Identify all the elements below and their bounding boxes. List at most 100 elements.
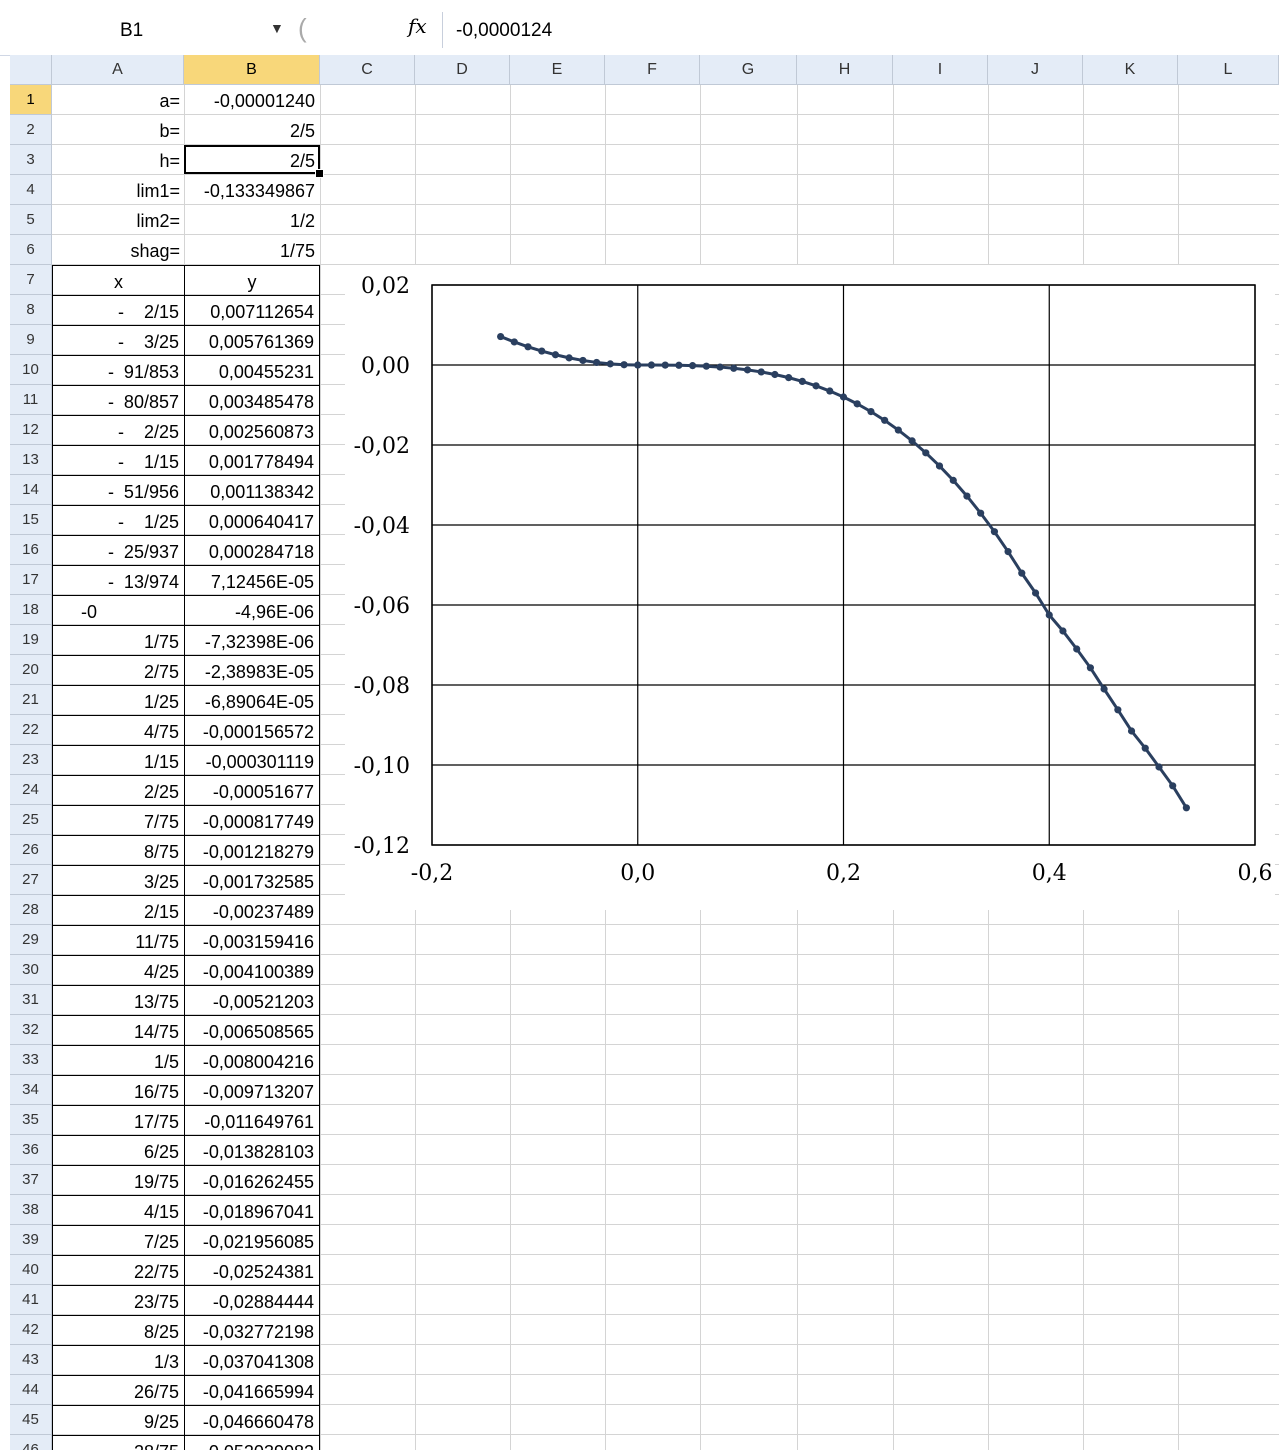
row-header-39[interactable]: 39 [10, 1225, 52, 1255]
row-header-12[interactable]: 12 [10, 415, 52, 445]
row-header-16[interactable]: 16 [10, 535, 52, 565]
row-header-45[interactable]: 45 [10, 1405, 52, 1435]
row-header-46[interactable]: 46 [10, 1435, 52, 1450]
gridline [52, 1134, 1279, 1135]
formula-input[interactable]: -0,0000124 [456, 20, 553, 41]
row-header-1[interactable]: 1 [10, 85, 52, 115]
row-header-5[interactable]: 5 [10, 205, 52, 235]
row-header-30[interactable]: 30 [10, 955, 52, 985]
row-header-28[interactable]: 28 [10, 895, 52, 925]
cell-B6[interactable]: 1/75 [279, 241, 315, 261]
name-box[interactable]: B1 ▼ [8, 14, 293, 48]
y-tick-label: -0,12 [354, 834, 410, 859]
row-header-6[interactable]: 6 [10, 235, 52, 265]
row-header-9[interactable]: 9 [10, 325, 52, 355]
row-header-37[interactable]: 37 [10, 1165, 52, 1195]
row-header-17[interactable]: 17 [10, 565, 52, 595]
fill-handle[interactable] [315, 169, 324, 178]
cell-A6[interactable]: shag= [130, 241, 180, 261]
cell-B4[interactable]: -0,133349867 [203, 181, 315, 201]
cell-A2[interactable]: b= [159, 121, 180, 141]
select-all-corner[interactable] [10, 55, 52, 85]
data-point [908, 437, 916, 445]
data-point [1127, 727, 1136, 735]
cell-A3[interactable]: h= [159, 151, 180, 171]
row-header-34[interactable]: 34 [10, 1075, 52, 1105]
row-header-19[interactable]: 19 [10, 625, 52, 655]
row-header-25[interactable]: 25 [10, 805, 52, 835]
insert-function-icon[interactable]: fx [408, 14, 427, 38]
column-header-L[interactable]: L [1178, 55, 1279, 85]
row-header-24[interactable]: 24 [10, 775, 52, 805]
column-header-K[interactable]: K [1083, 55, 1178, 85]
column-header-F[interactable]: F [605, 55, 700, 85]
cell-A1[interactable]: a= [159, 91, 180, 111]
data-point [839, 393, 848, 401]
row-header-33[interactable]: 33 [10, 1045, 52, 1075]
row-header-36[interactable]: 36 [10, 1135, 52, 1165]
formula-cancel-icon: ( [298, 13, 307, 43]
row-header-32[interactable]: 32 [10, 1015, 52, 1045]
row-header-11[interactable]: 11 [10, 385, 52, 415]
data-point [538, 347, 546, 355]
name-box-dropdown-icon[interactable]: ▼ [270, 20, 284, 36]
row-header-7[interactable]: 7 [10, 265, 52, 295]
gridline [52, 954, 1279, 955]
row-header-38[interactable]: 38 [10, 1195, 52, 1225]
data-point [716, 363, 724, 371]
column-header-I[interactable]: I [893, 55, 988, 85]
data-point [1169, 782, 1177, 790]
row-header-41[interactable]: 41 [10, 1285, 52, 1315]
column-header-A[interactable]: A [52, 55, 184, 85]
data-point [497, 332, 505, 341]
data-point [1182, 804, 1190, 812]
row-header-8[interactable]: 8 [10, 295, 52, 325]
row-header-18[interactable]: 18 [10, 595, 52, 625]
column-header-B[interactable]: B [184, 55, 320, 85]
y-tick-label: -0,10 [354, 754, 410, 779]
cell-B1[interactable]: -0,00001240 [213, 91, 315, 111]
row-header-27[interactable]: 27 [10, 865, 52, 895]
column-header-D[interactable]: D [415, 55, 510, 85]
cell-B5[interactable]: 1/2 [289, 211, 315, 231]
row-header-14[interactable]: 14 [10, 475, 52, 505]
cell-A5[interactable]: lim2= [136, 211, 180, 231]
row-header-40[interactable]: 40 [10, 1255, 52, 1285]
row-header-35[interactable]: 35 [10, 1105, 52, 1135]
x-tick-label: 0,4 [1032, 861, 1067, 886]
cell-B46[interactable]: -0,052039082 [184, 1435, 320, 1450]
row-header-44[interactable]: 44 [10, 1375, 52, 1405]
row-header-21[interactable]: 21 [10, 685, 52, 715]
data-point [510, 338, 518, 346]
column-header-J[interactable]: J [988, 55, 1083, 85]
row-header-4[interactable]: 4 [10, 175, 52, 205]
data-point [771, 370, 779, 379]
x-tick-label: 0,0 [620, 861, 655, 886]
row-header-29[interactable]: 29 [10, 925, 52, 955]
scatter-chart[interactable]: 0,020,00-0,02-0,04-0,06-0,08-0,10-0,12-0… [0, 55, 1279, 1450]
row-header-43[interactable]: 43 [10, 1345, 52, 1375]
cell-A4[interactable]: lim1= [136, 181, 180, 201]
data-point [881, 416, 889, 424]
row-header-10[interactable]: 10 [10, 355, 52, 385]
row-header-23[interactable]: 23 [10, 745, 52, 775]
column-header-H[interactable]: H [797, 55, 893, 85]
cell-B3[interactable]: 2/5 [289, 151, 315, 171]
y-tick-label: 0,00 [361, 354, 410, 379]
row-header-22[interactable]: 22 [10, 715, 52, 745]
column-header-G[interactable]: G [700, 55, 797, 85]
row-header-42[interactable]: 42 [10, 1315, 52, 1345]
formula-divider [442, 12, 443, 48]
row-header-3[interactable]: 3 [10, 145, 52, 175]
row-header-31[interactable]: 31 [10, 985, 52, 1015]
row-header-2[interactable]: 2 [10, 115, 52, 145]
row-header-15[interactable]: 15 [10, 505, 52, 535]
row-header-26[interactable]: 26 [10, 835, 52, 865]
x-tick-label: 0,2 [826, 861, 861, 886]
row-header-13[interactable]: 13 [10, 445, 52, 475]
cell-B2[interactable]: 2/5 [289, 121, 315, 141]
column-header-C[interactable]: C [320, 55, 415, 85]
column-header-E[interactable]: E [510, 55, 605, 85]
row-header-20[interactable]: 20 [10, 655, 52, 685]
